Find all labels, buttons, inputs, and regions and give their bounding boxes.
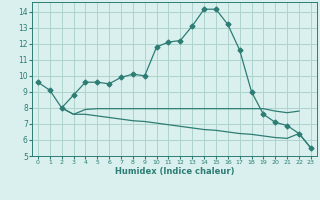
X-axis label: Humidex (Indice chaleur): Humidex (Indice chaleur) [115, 167, 234, 176]
